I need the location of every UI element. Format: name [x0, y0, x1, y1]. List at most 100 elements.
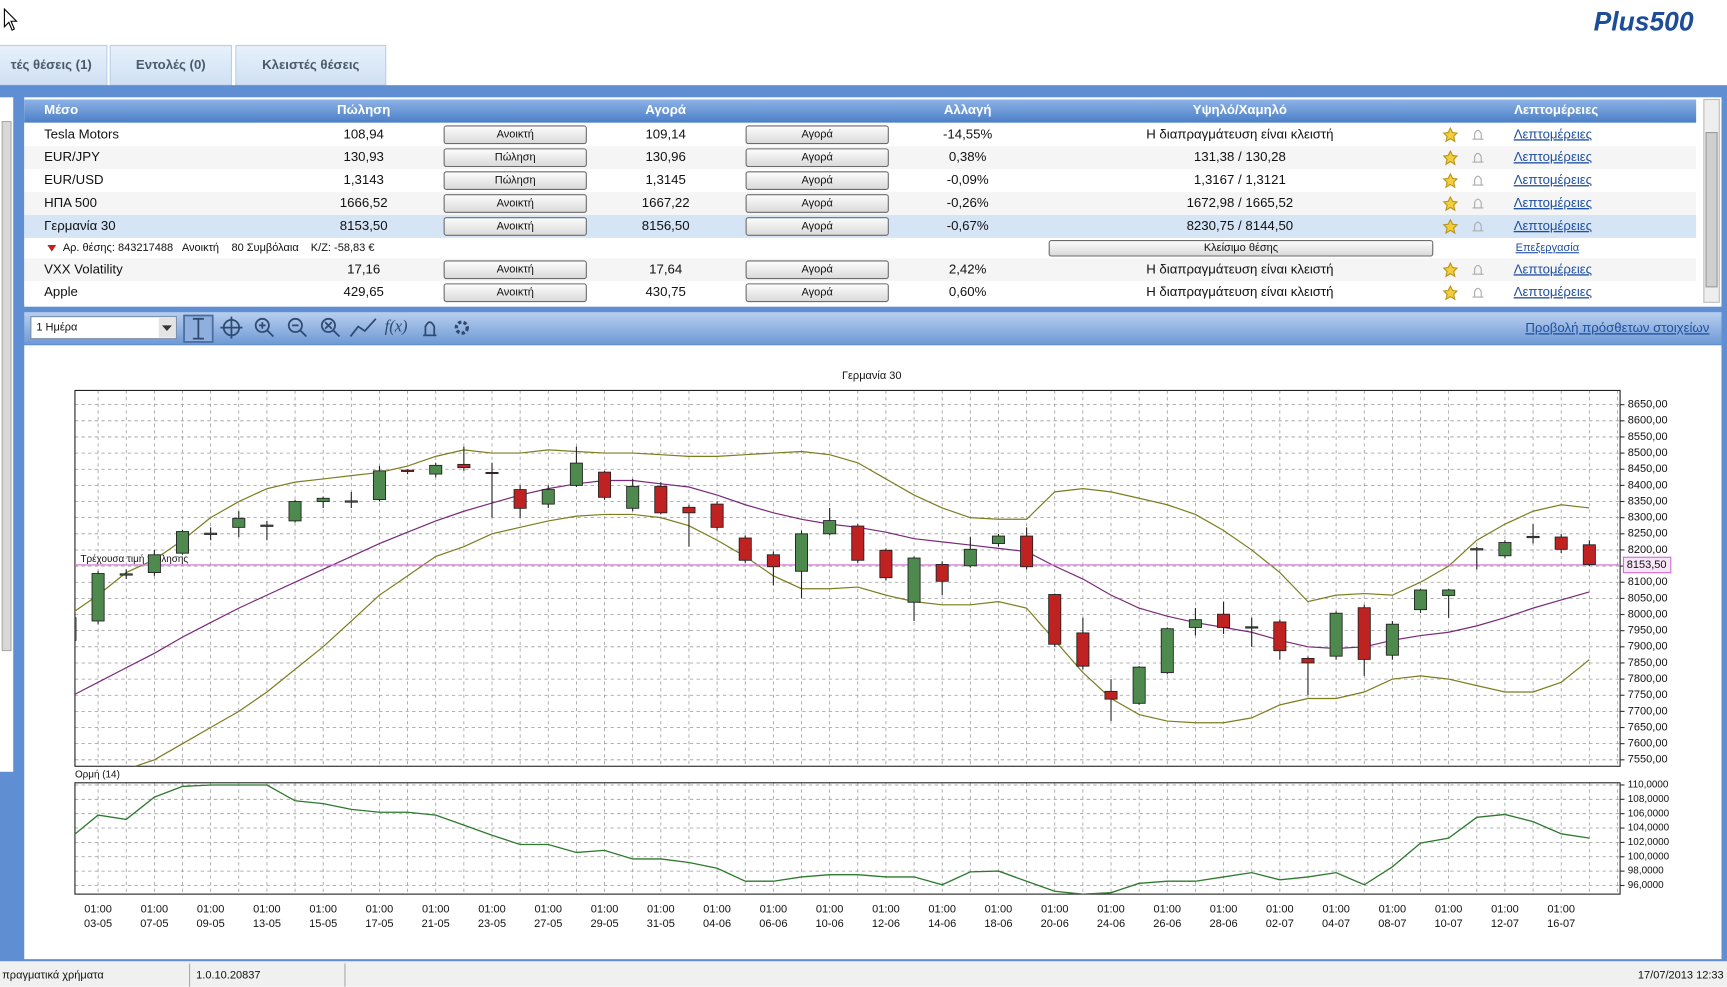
tab-label[interactable]: Εντολές (0) — [136, 57, 206, 72]
tool-zoom-out[interactable] — [287, 317, 303, 333]
button-label[interactable]: Αγορά — [802, 220, 834, 232]
more-link[interactable]: Προβολή πρόσθετων στοιχείων — [1525, 320, 1709, 335]
y-tick-label: 100,0000 — [1628, 851, 1670, 862]
button-label[interactable]: Ανοικτή — [497, 197, 534, 209]
period-dropdown[interactable] — [30, 316, 177, 340]
button-label[interactable]: Ανοικτή — [497, 287, 534, 299]
favorite-star[interactable] — [1442, 126, 1459, 143]
button-label[interactable]: Αγορά — [802, 129, 834, 141]
button[interactable] — [443, 283, 587, 303]
candle-body — [288, 501, 302, 522]
button[interactable] — [443, 148, 587, 168]
tab-label[interactable]: τές θέσεις (1) — [11, 57, 92, 72]
alert-bell[interactable] — [1472, 152, 1484, 163]
buy-price: 1667,22 — [642, 195, 690, 210]
period-label: 1 Ημέρα — [36, 322, 78, 334]
details-link[interactable]: Λεπτομέρειες — [1514, 284, 1592, 299]
button-label[interactable]: Αγορά — [802, 264, 834, 276]
candle-body — [1217, 613, 1231, 628]
change: 2,42% — [949, 261, 987, 276]
tab[interactable] — [235, 44, 387, 86]
tool-zoom-in[interactable] — [254, 317, 270, 333]
button[interactable] — [443, 171, 587, 190]
tool-settings[interactable] — [454, 320, 469, 335]
details-link[interactable]: Λεπτομέρειες — [1514, 126, 1592, 141]
button[interactable] — [443, 194, 587, 213]
button[interactable] — [745, 283, 889, 303]
details-link[interactable]: Λεπτομέρειες — [1514, 218, 1592, 233]
x-tick-label: 06-06 — [759, 918, 787, 930]
button-label[interactable]: Ανοικτή — [497, 220, 534, 232]
sell-price: 429,65 — [343, 284, 383, 299]
x-tick-label: 20-06 — [1041, 918, 1069, 930]
button[interactable] — [745, 171, 889, 190]
tab[interactable] — [109, 44, 232, 86]
button-label[interactable]: Κλείσιμο θέσης — [1204, 242, 1278, 254]
instrument-name: Apple — [44, 284, 78, 299]
x-tick-label: 04-06 — [703, 918, 731, 930]
tab-label[interactable]: Κλειστές θέσεις — [262, 57, 359, 72]
tool-alert[interactable] — [423, 321, 437, 337]
side-scrollbar[interactable] — [1, 120, 12, 652]
x-tick-time: 01:00 — [197, 903, 225, 915]
tool-function[interactable]: f(x) — [385, 316, 408, 335]
logo: Plus500 — [1594, 6, 1694, 36]
alert-bell[interactable] — [1472, 198, 1484, 209]
details-link[interactable]: Λεπτομέρειες — [1514, 195, 1592, 210]
position-status: Ανοικτή — [182, 242, 219, 254]
favorite-star[interactable] — [1442, 149, 1459, 166]
candle-body — [147, 554, 161, 573]
button[interactable] — [443, 260, 587, 280]
button-label[interactable]: Αγορά — [802, 197, 834, 209]
favorite-star[interactable] — [1442, 284, 1459, 301]
scroll-thumb[interactable] — [1705, 132, 1718, 288]
y-tick-label: 98,0000 — [1628, 866, 1664, 877]
favorite-star[interactable] — [1442, 218, 1459, 235]
button[interactable] — [745, 217, 889, 236]
tool-line[interactable] — [349, 318, 377, 337]
x-tick-time: 01:00 — [591, 903, 619, 915]
alert-bell[interactable] — [1472, 264, 1484, 275]
favorite-star[interactable] — [1442, 261, 1459, 278]
button[interactable] — [1048, 240, 1434, 257]
position-marker — [47, 244, 57, 252]
favorite-star[interactable] — [1442, 172, 1459, 189]
button-label[interactable]: Ανοικτή — [497, 264, 534, 276]
details-link[interactable]: Λεπτομέρειες — [1514, 261, 1592, 276]
alert-bell[interactable] — [1472, 129, 1484, 140]
candle-body — [1076, 632, 1090, 667]
alert-bell[interactable] — [1472, 175, 1484, 186]
favorite-star[interactable] — [1442, 195, 1459, 212]
tool-cursor[interactable] — [192, 317, 204, 340]
button-label[interactable]: Πώληση — [495, 152, 536, 164]
button-label[interactable]: Αγορά — [802, 152, 834, 164]
details-link[interactable]: Λεπτομέρειες — [1514, 149, 1592, 164]
tool-reset[interactable] — [320, 317, 336, 333]
candle-body — [654, 485, 668, 514]
button[interactable] — [745, 260, 889, 280]
button-label[interactable]: Αγορά — [802, 175, 834, 187]
status-bar — [0, 961, 1727, 987]
button-label[interactable]: Αγορά — [802, 287, 834, 299]
sell-price: 1,3143 — [343, 172, 383, 187]
tab[interactable] — [0, 44, 108, 86]
x-tick-time: 01:00 — [1097, 903, 1125, 915]
button-label[interactable]: Πώληση — [495, 175, 536, 187]
chart-panel — [24, 345, 1722, 960]
button[interactable] — [745, 194, 889, 213]
edit-link[interactable]: Επεξεργασία — [1516, 242, 1580, 254]
y-tick-label: 110,0000 — [1628, 780, 1669, 791]
candle-body — [232, 517, 246, 528]
button[interactable] — [443, 125, 587, 145]
x-tick-label: 31-05 — [647, 918, 675, 930]
button[interactable] — [443, 217, 587, 236]
candle-body — [316, 497, 330, 502]
button[interactable] — [745, 148, 889, 168]
button[interactable] — [745, 125, 889, 145]
button-label[interactable]: Ανοικτή — [497, 129, 534, 141]
column-header: Λεπτομέρειες — [1514, 102, 1598, 117]
alert-bell[interactable] — [1472, 287, 1484, 298]
alert-bell[interactable] — [1472, 221, 1484, 232]
candle-body — [963, 548, 977, 567]
details-link[interactable]: Λεπτομέρειες — [1514, 172, 1592, 187]
